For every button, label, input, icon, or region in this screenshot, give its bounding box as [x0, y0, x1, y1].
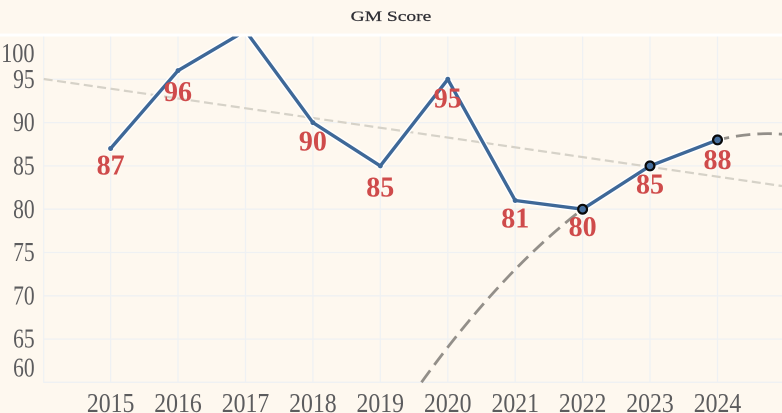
svg-text:95: 95 — [434, 83, 462, 115]
svg-text:2024: 2024 — [694, 387, 742, 413]
svg-text:90: 90 — [13, 106, 35, 137]
svg-text:65: 65 — [13, 323, 35, 354]
svg-text:88: 88 — [704, 144, 732, 176]
svg-text:96: 96 — [164, 76, 192, 108]
svg-text:85: 85 — [636, 169, 664, 201]
svg-text:60: 60 — [13, 352, 35, 383]
svg-text:80: 80 — [569, 211, 597, 243]
svg-text:90: 90 — [299, 126, 327, 158]
svg-text:2023: 2023 — [626, 387, 674, 413]
svg-text:75: 75 — [13, 236, 35, 267]
svg-text:70: 70 — [13, 279, 35, 310]
svg-text:2018: 2018 — [289, 387, 337, 413]
svg-text:85: 85 — [13, 150, 35, 181]
svg-text:85: 85 — [366, 172, 394, 204]
svg-text:100: 100 — [1, 37, 35, 68]
svg-text:95: 95 — [13, 63, 35, 94]
svg-text:87: 87 — [97, 150, 125, 182]
svg-text:81: 81 — [501, 203, 529, 235]
svg-text:2022: 2022 — [559, 387, 607, 413]
svg-text:GM Score: GM Score — [351, 8, 432, 25]
svg-text:2021: 2021 — [491, 387, 539, 413]
svg-text:2019: 2019 — [357, 387, 405, 413]
svg-text:2015: 2015 — [87, 387, 135, 413]
svg-text:2016: 2016 — [154, 387, 202, 413]
svg-text:2020: 2020 — [424, 387, 472, 413]
svg-text:80: 80 — [13, 193, 35, 224]
svg-text:2017: 2017 — [222, 387, 270, 413]
